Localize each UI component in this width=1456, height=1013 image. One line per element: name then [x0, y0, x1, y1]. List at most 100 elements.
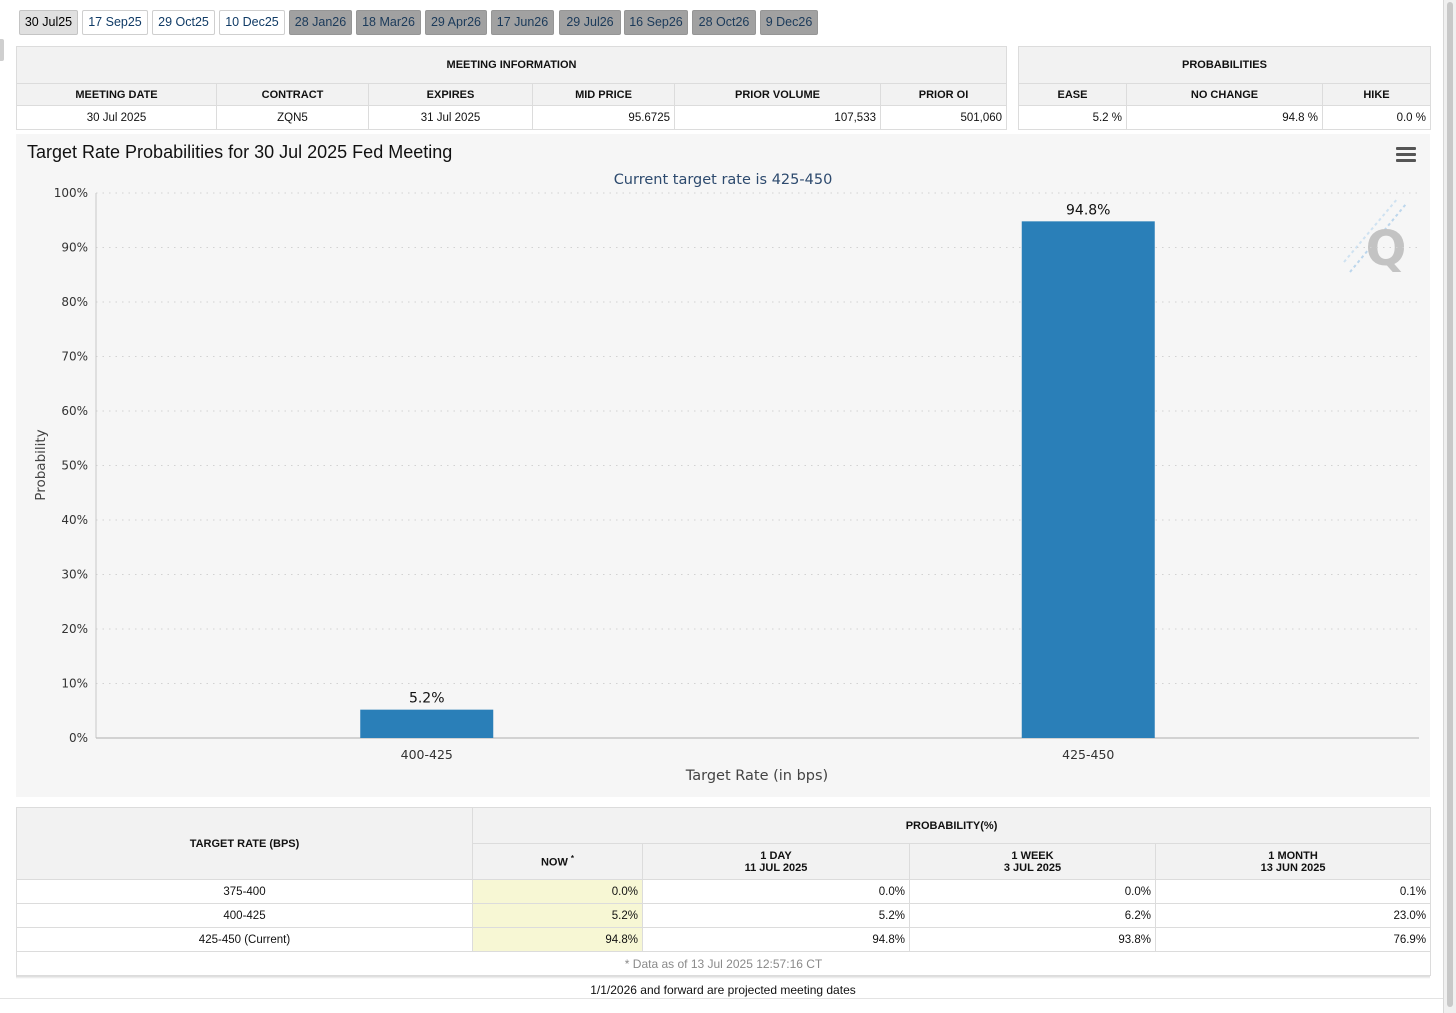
prior-oi-header: PRIOR OI	[879, 83, 1008, 106]
y-axis-title: Probability	[33, 429, 49, 500]
tab-meeting-0[interactable]: 30 Jul25	[19, 10, 78, 35]
y-tick-label: 20%	[61, 622, 88, 636]
y-tick-label: 10%	[61, 677, 88, 691]
contract-value: ZQN5	[216, 105, 369, 130]
one-week-cell: 0.0%	[909, 879, 1156, 904]
tab-meeting-4[interactable]: 28 Jan26	[289, 10, 352, 35]
one-month-cell: 76.9%	[1154, 927, 1432, 952]
bar-400-425[interactable]	[360, 709, 494, 738]
mid-price-value: 95.6725	[532, 105, 675, 130]
now-cell: 5.2%	[472, 903, 643, 928]
y-axis-ticks: 0% 10% 20% 30% 40% 50% 60% 70% 80% 90% 100%	[54, 186, 88, 745]
bar-425-450[interactable]	[1021, 221, 1155, 739]
table-shadow	[16, 976, 1430, 979]
table-row: 375-400 0.0% 0.0% 0.0% 0.1%	[16, 879, 1432, 904]
now-cell: 94.8%	[472, 927, 643, 952]
tab-meeting-9[interactable]: 16 Sep26	[624, 10, 688, 35]
chart-plot: Current target rate is 425-450 Q 0% 10% 20…	[33, 172, 1419, 784]
one-day-cell: 94.8%	[642, 927, 910, 952]
meeting-date-header: MEETING DATE	[16, 83, 217, 106]
target-rate-header: TARGET RATE (BPS)	[16, 807, 473, 880]
data-timestamp-note: * Data as of 13 Jul 2025 12:57:16 CT	[15, 951, 1432, 976]
projected-dates-note: 1/1/2026 and forward are projected meeti…	[590, 983, 856, 997]
y-tick-label: 0%	[69, 731, 88, 745]
y-tick-label: 60%	[61, 404, 88, 418]
one-day-cell: 0.0%	[642, 879, 910, 904]
prior-volume-value: 107,533	[674, 105, 881, 130]
one-day-header: 1 DAY 11 JUL 2025	[642, 843, 910, 880]
table-row: 400-425 5.2% 5.2% 6.2% 23.0%	[16, 903, 1432, 928]
tab-meeting-10[interactable]: 28 Oct26	[692, 10, 756, 35]
tab-meeting-8[interactable]: 29 Jul26	[559, 10, 621, 35]
y-tick-label: 40%	[61, 513, 88, 527]
one-month-label: 1 MONTH	[1268, 849, 1318, 862]
tab-meeting-5[interactable]: 18 Mar26	[356, 10, 421, 35]
no-change-value: 94.8 %	[1126, 105, 1323, 130]
one-month-header: 1 MONTH 13 JUN 2025	[1154, 843, 1432, 880]
probabilities-title: PROBABILITIES	[1017, 46, 1432, 84]
prior-volume-header: PRIOR VOLUME	[674, 83, 881, 106]
one-week-header: 1 WEEK 3 JUL 2025	[909, 843, 1156, 880]
tab-meeting-6[interactable]: 29 Apr26	[425, 10, 487, 35]
ease-header: EASE	[1018, 83, 1127, 106]
one-month-cell: 23.0%	[1154, 903, 1432, 928]
no-change-header: NO CHANGE	[1126, 83, 1323, 106]
y-tick-label: 70%	[61, 350, 88, 364]
svg-text:Q: Q	[1366, 221, 1407, 277]
chart-title: Target Rate Probabilities for 30 Jul 202…	[27, 142, 453, 162]
tab-meeting-11[interactable]: 9 Dec26	[760, 10, 818, 35]
probabilities-table: PROBABILITIES EASE NO CHANGE HIKE 5.2 % …	[1017, 46, 1432, 130]
target-rate-chart: Target Rate Probabilities for 30 Jul 202…	[16, 134, 1430, 797]
now-footnote-mark: *	[570, 854, 575, 864]
x-tick-label-425-450: 425-450	[1062, 747, 1114, 762]
one-week-label: 1 WEEK	[1011, 849, 1054, 862]
meeting-information-table: MEETING INFORMATION MEETING DATE CONTRAC…	[15, 46, 1008, 130]
hike-header: HIKE	[1321, 83, 1432, 106]
y-tick-label: 50%	[61, 459, 88, 473]
scrollbar-thumb[interactable]	[1447, 2, 1453, 1007]
left-edge-handle	[0, 39, 4, 61]
probability-header: PROBABILITY(%)	[471, 807, 1432, 844]
one-month-cell: 0.1%	[1154, 879, 1432, 904]
chart-gridlines	[96, 192, 1419, 684]
table-row: 425-450 (Current) 94.8% 94.8% 93.8% 76.9…	[16, 927, 1432, 952]
one-day-cell: 5.2%	[642, 903, 910, 928]
now-header: NOW *	[472, 843, 643, 880]
meeting-information-title: MEETING INFORMATION	[15, 46, 1008, 84]
chart-bars: 5.2% 400-425 94.8% 425-450	[360, 202, 1155, 762]
expires-value: 31 Jul 2025	[368, 105, 533, 130]
tab-meeting-2[interactable]: 29 Oct25	[152, 10, 215, 35]
x-axis-title: Target Rate (in bps)	[685, 768, 828, 784]
one-day-label: 1 DAY	[760, 849, 792, 862]
one-week-cell: 93.8%	[909, 927, 1156, 952]
hamburger-menu-icon[interactable]	[1396, 147, 1416, 163]
prior-oi-value: 501,060	[879, 105, 1008, 130]
footer-divider	[0, 998, 1443, 999]
y-tick-label: 90%	[61, 241, 88, 255]
rate-cell: 425-450 (Current)	[16, 927, 473, 952]
rate-cell: 375-400	[16, 879, 473, 904]
one-week-cell: 6.2%	[909, 903, 1156, 928]
one-day-date: 11 JUL 2025	[744, 861, 808, 874]
one-week-date: 3 JUL 2025	[1003, 861, 1062, 874]
y-tick-label: 100%	[54, 186, 88, 200]
tab-meeting-1[interactable]: 17 Sep25	[82, 10, 148, 35]
contract-header: CONTRACT	[216, 83, 369, 106]
x-tick-label-400-425: 400-425	[401, 747, 453, 762]
y-tick-label: 80%	[61, 295, 88, 309]
mid-price-header: MID PRICE	[532, 83, 675, 106]
one-month-date: 13 JUN 2025	[1260, 861, 1326, 874]
q-logo-icon: Q	[1343, 197, 1407, 277]
expires-header: EXPIRES	[368, 83, 533, 106]
rate-cell: 400-425	[16, 903, 473, 928]
tab-meeting-7[interactable]: 17 Jun26	[491, 10, 554, 35]
hike-value: 0.0 %	[1321, 105, 1432, 130]
now-cell: 0.0%	[472, 879, 643, 904]
data-label-425-450: 94.8%	[1066, 202, 1110, 218]
y-tick-label: 30%	[61, 568, 88, 582]
chart-subtitle: Current target rate is 425-450	[614, 172, 833, 188]
tab-meeting-3[interactable]: 10 Dec25	[219, 10, 285, 35]
meeting-date-value: 30 Jul 2025	[16, 105, 217, 130]
vertical-scrollbar[interactable]	[1443, 0, 1456, 1013]
data-label-400-425: 5.2%	[409, 691, 445, 707]
